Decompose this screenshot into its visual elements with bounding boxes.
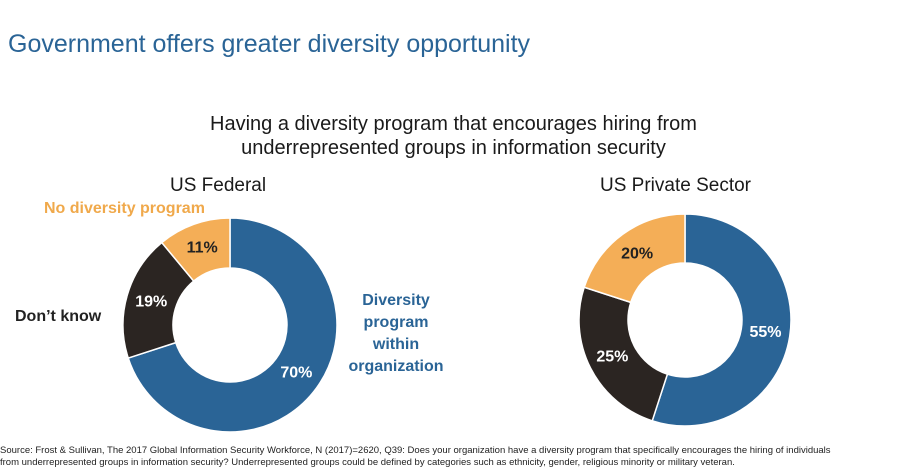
private-sector-slice-program	[651, 213, 792, 427]
private-sector-label-program: 55%	[749, 324, 781, 341]
legend-no-diversity-program: No diversity program	[44, 200, 205, 217]
private-sector-label-dont-know: 25%	[596, 349, 628, 366]
federal-label-dont-know: 19%	[135, 294, 167, 311]
private-sector-slice-dont-know	[578, 286, 669, 422]
slide-title: Government offers greater diversity oppo…	[8, 30, 531, 58]
private-sector-donut-chart: 55% 25% 20%	[578, 213, 792, 427]
federal-chart-title: US Federal	[170, 175, 267, 196]
federal-donut-chart: 70% 19% 11%	[122, 217, 338, 433]
legend-diversity-program: Diversity program within organization	[348, 292, 444, 375]
chart-title: Having a diversity program that encourag…	[0, 112, 907, 160]
federal-label-no-program: 11%	[187, 239, 218, 256]
federal-label-program: 70%	[280, 365, 312, 382]
private-sector-chart-title: US Private Sector	[600, 175, 751, 196]
private-sector-label-no-program: 20%	[621, 246, 653, 263]
source-line-1: Source: Frost & Sullivan, The 2017 Globa…	[0, 445, 831, 456]
source-line-2: from underrepresented groups in informat…	[0, 457, 735, 468]
source-note: Source: Frost & Sullivan, The 2017 Globa…	[0, 445, 907, 469]
federal-slice-no-program	[160, 217, 231, 283]
private-sector-slice-no-program	[583, 213, 686, 304]
federal-slice-program	[127, 217, 338, 433]
chart-title-line-1: Having a diversity program that encourag…	[210, 113, 697, 135]
legend-dont-know: Don’t know	[15, 308, 102, 325]
chart-title-line-2: underrepresented groups in information s…	[241, 137, 666, 159]
